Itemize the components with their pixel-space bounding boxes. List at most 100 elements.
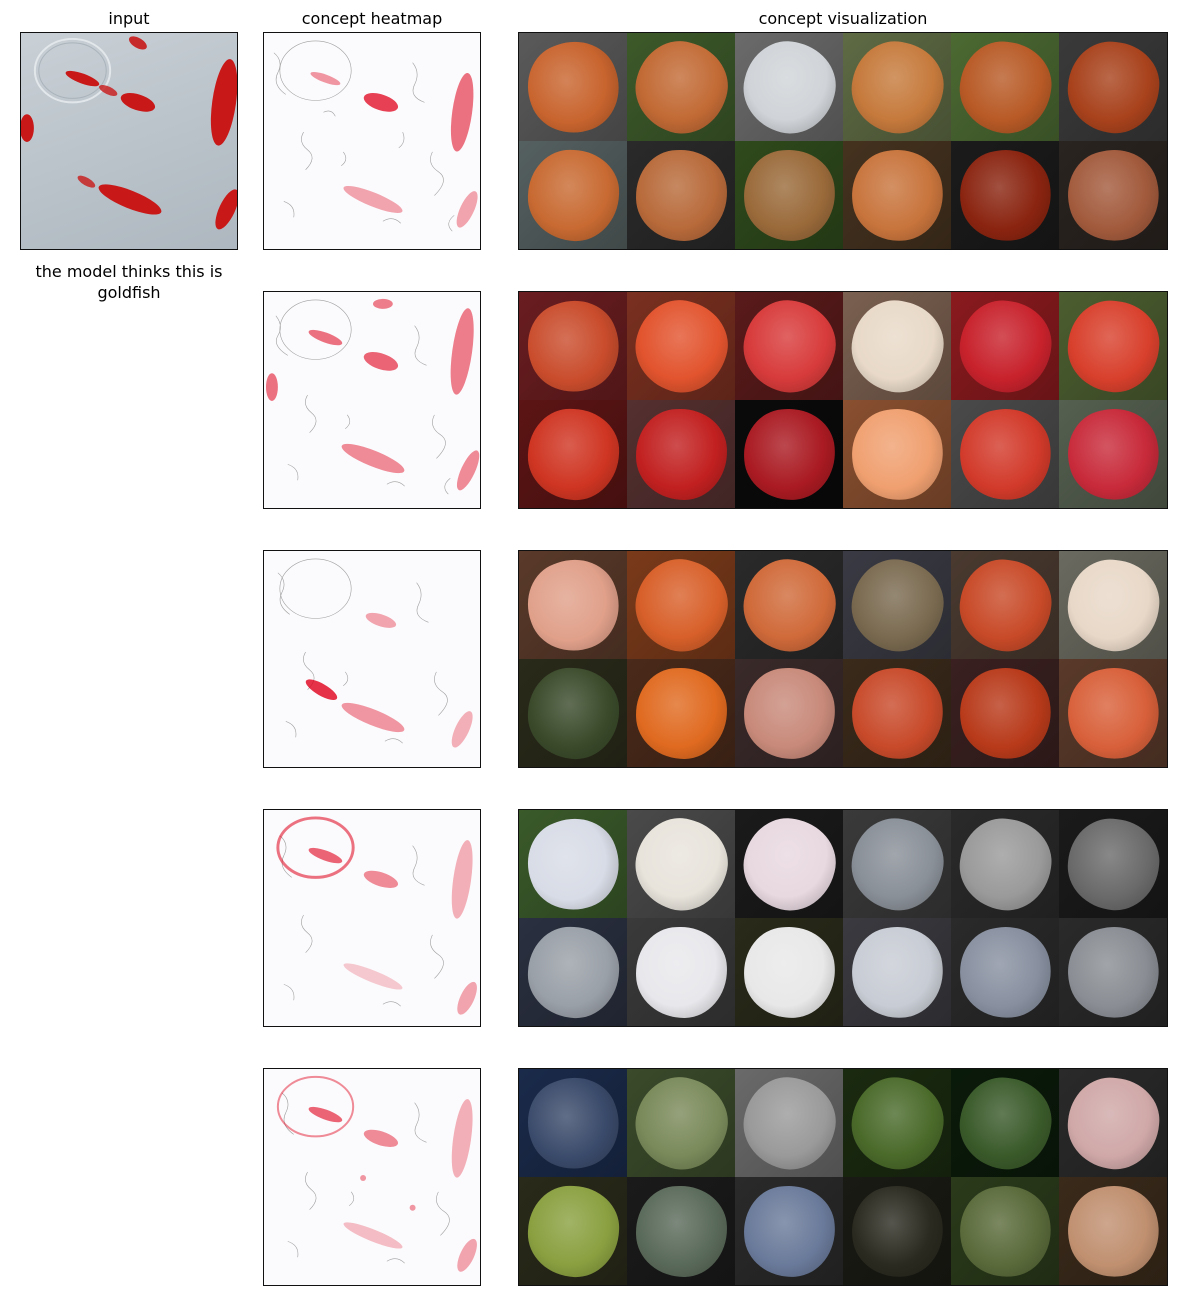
goldfish-image [21, 36, 237, 230]
concept-patch-highlight [735, 33, 843, 141]
concept-patch-image [843, 551, 951, 659]
concept-patch-highlight [740, 146, 838, 244]
concept-patch-image [1059, 400, 1167, 508]
concept-patch-image [843, 292, 951, 400]
concept-patch-image [1059, 810, 1167, 918]
concept-patch-highlight [627, 810, 735, 918]
concept-patch-highlight [519, 33, 627, 141]
concept-patch-highlight [1063, 1073, 1163, 1173]
concept-patch-image [519, 810, 627, 918]
concept-patch-highlight [519, 551, 627, 659]
concept-patch-image [735, 551, 843, 659]
concept-patch-image [627, 1177, 735, 1285]
heatmap-overlay [276, 1075, 477, 1272]
concept-patch-image [1059, 292, 1167, 400]
concept-patch-image [951, 810, 1059, 918]
concept-patch-image [519, 33, 627, 141]
concept-grid-3 [518, 550, 1168, 768]
concept-patch-highlight [735, 1069, 843, 1177]
concept-patch-image [951, 292, 1059, 400]
concept-patch-highlight [634, 925, 728, 1019]
concept-patch-highlight [1059, 1177, 1167, 1285]
concept-patch-image [1059, 1069, 1167, 1177]
concept-patch-highlight [735, 292, 843, 400]
concept-patch-image [735, 810, 843, 918]
concept-patch-highlight [740, 405, 838, 503]
concept-patch-image [735, 292, 843, 400]
concept-patch-image [951, 1177, 1059, 1285]
concept-patch-highlight [526, 925, 620, 1019]
concept-patch-image [519, 551, 627, 659]
concept-heatmap-4 [263, 809, 481, 1027]
concept-patch-image [1059, 551, 1167, 659]
heatmap-overlay [277, 558, 473, 748]
concept-patch-image [951, 659, 1059, 767]
concept-patch-highlight [740, 664, 838, 762]
concept-patch-highlight [846, 403, 948, 505]
concept-patch-image [627, 918, 735, 1026]
concept-patch-image [951, 33, 1059, 141]
input-image [20, 32, 238, 250]
concept-patch-highlight [627, 33, 735, 141]
concept-patch-image [1059, 141, 1167, 249]
concept-patch-highlight [1059, 141, 1167, 249]
concept-patch-image [627, 292, 735, 400]
concept-patch-highlight [627, 1069, 735, 1177]
concept-patch-highlight [953, 294, 1057, 398]
concept-patch-highlight [735, 551, 843, 659]
concept-patch-image [627, 141, 735, 249]
concept-patch-highlight [843, 292, 951, 400]
concept-patch-highlight [634, 1184, 728, 1278]
concept-grid-5 [518, 1068, 1168, 1286]
concept-grid-2 [518, 291, 1168, 509]
concept-patch-image [627, 810, 735, 918]
concept-patch-highlight [627, 292, 735, 400]
concept-patch-highlight [1063, 37, 1163, 137]
concept-patch-highlight [1063, 296, 1163, 396]
concept-patch-image [951, 141, 1059, 249]
concept-patch-image [519, 659, 627, 767]
concept-patch-highlight [1059, 400, 1167, 508]
concept-patch-image [735, 1069, 843, 1177]
concept-patch-image [735, 400, 843, 508]
concept-patch-image [627, 1069, 735, 1177]
concept-patch-image [1059, 659, 1167, 767]
concept-patch-image [1059, 918, 1167, 1026]
concept-patch-highlight [843, 33, 951, 141]
concept-patch-highlight [634, 407, 728, 501]
concept-patch-image [519, 918, 627, 1026]
concept-heatmap-3 [263, 550, 481, 768]
concept-patch-highlight [519, 1069, 627, 1177]
concept-patch-image [843, 400, 951, 508]
concept-patch-highlight [952, 919, 1058, 1025]
concept-patch-image [843, 659, 951, 767]
concept-patch-image [519, 292, 627, 400]
concept-patch-highlight [953, 553, 1057, 657]
concept-heatmap-5 [263, 1068, 481, 1286]
concept-patch-image [735, 1177, 843, 1285]
concept-patch-image [1059, 33, 1167, 141]
concept-patch-highlight [526, 666, 620, 760]
concept-grid-1 [518, 32, 1168, 250]
concept-patch-image [519, 1177, 627, 1285]
concept-patch-highlight [843, 551, 951, 659]
concept-patch-image [951, 918, 1059, 1026]
concept-patch-highlight [735, 810, 843, 918]
concept-patch-image [735, 659, 843, 767]
concept-patch-image [951, 551, 1059, 659]
heatmap-column-title: concept heatmap [301, 9, 443, 28]
concept-patch-highlight [953, 35, 1057, 139]
concept-heatmap-2 [263, 291, 481, 509]
concept-patch-image [843, 141, 951, 249]
concept-patch-image [519, 141, 627, 249]
concept-heatmap-1 [263, 32, 481, 250]
concept-patch-image [843, 918, 951, 1026]
visualization-column-title: concept visualization [758, 9, 928, 28]
concept-patch-image [627, 551, 735, 659]
prediction-caption: the model thinks this is goldfish [35, 262, 223, 302]
concept-patch-highlight [843, 1069, 951, 1177]
concept-patch-highlight [952, 401, 1058, 507]
concept-patch-highlight [526, 1184, 620, 1278]
concept-patch-highlight [526, 407, 620, 501]
concept-patch-highlight [1059, 918, 1167, 1026]
